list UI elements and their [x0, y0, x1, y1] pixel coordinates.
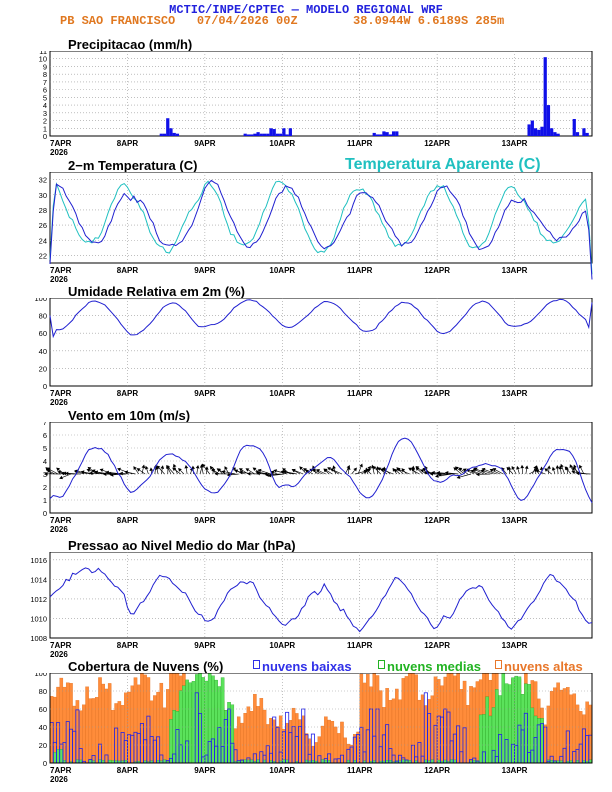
- svg-text:9APR: 9APR: [194, 516, 216, 525]
- svg-text:11APR: 11APR: [347, 139, 373, 148]
- svg-text:13APR: 13APR: [502, 139, 528, 148]
- svg-text:20: 20: [39, 364, 47, 373]
- svg-text:100: 100: [34, 298, 47, 303]
- svg-text:9APR: 9APR: [194, 641, 216, 650]
- svg-text:0: 0: [43, 509, 47, 518]
- svg-text:9APR: 9APR: [194, 266, 216, 275]
- svg-text:2026: 2026: [50, 275, 68, 284]
- svg-text:8APR: 8APR: [117, 266, 139, 275]
- svg-text:11: 11: [39, 51, 47, 56]
- svg-text:11APR: 11APR: [347, 516, 373, 525]
- svg-text:2: 2: [43, 483, 47, 492]
- svg-text:10APR: 10APR: [269, 266, 295, 275]
- svg-text:2026: 2026: [50, 525, 68, 534]
- svg-text:7APR: 7APR: [50, 139, 72, 148]
- svg-text:2: 2: [43, 117, 47, 126]
- svg-text:12APR: 12APR: [424, 266, 450, 275]
- svg-text:60: 60: [39, 329, 47, 338]
- svg-text:7: 7: [43, 78, 47, 87]
- svg-text:8APR: 8APR: [117, 139, 139, 148]
- svg-text:12APR: 12APR: [424, 516, 450, 525]
- svg-text:7APR: 7APR: [50, 766, 72, 775]
- svg-text:8APR: 8APR: [117, 641, 139, 650]
- svg-text:13APR: 13APR: [502, 516, 528, 525]
- svg-text:4: 4: [43, 457, 47, 466]
- svg-text:2026: 2026: [50, 650, 68, 659]
- svg-text:9APR: 9APR: [194, 766, 216, 775]
- svg-text:1: 1: [43, 124, 47, 133]
- svg-text:40: 40: [39, 347, 47, 356]
- svg-text:28: 28: [39, 206, 47, 215]
- svg-text:6: 6: [43, 431, 47, 440]
- svg-text:7APR: 7APR: [50, 266, 72, 275]
- svg-text:12APR: 12APR: [424, 766, 450, 775]
- svg-text:6: 6: [43, 86, 47, 95]
- svg-text:5: 5: [43, 93, 47, 102]
- svg-text:1012: 1012: [30, 595, 47, 604]
- svg-text:10APR: 10APR: [269, 389, 295, 398]
- svg-text:5: 5: [43, 444, 47, 453]
- svg-text:20: 20: [39, 741, 47, 750]
- svg-text:9APR: 9APR: [194, 139, 216, 148]
- svg-text:30: 30: [39, 191, 47, 200]
- svg-text:12APR: 12APR: [424, 139, 450, 148]
- svg-text:4: 4: [43, 101, 47, 110]
- svg-text:7APR: 7APR: [50, 389, 72, 398]
- svg-text:13APR: 13APR: [502, 266, 528, 275]
- svg-text:0: 0: [43, 382, 47, 391]
- svg-text:22: 22: [39, 252, 47, 261]
- svg-text:1016: 1016: [30, 556, 47, 565]
- svg-text:10APR: 10APR: [269, 516, 295, 525]
- svg-text:9APR: 9APR: [194, 389, 216, 398]
- svg-text:7APR: 7APR: [50, 641, 72, 650]
- svg-text:1010: 1010: [30, 615, 47, 624]
- svg-text:80: 80: [39, 312, 47, 321]
- svg-text:0: 0: [43, 759, 47, 768]
- svg-text:10APR: 10APR: [269, 139, 295, 148]
- svg-text:10APR: 10APR: [269, 641, 295, 650]
- svg-text:8APR: 8APR: [117, 766, 139, 775]
- svg-text:60: 60: [39, 705, 47, 714]
- svg-text:8APR: 8APR: [117, 516, 139, 525]
- svg-text:11APR: 11APR: [347, 641, 373, 650]
- svg-text:0: 0: [43, 132, 47, 141]
- svg-text:11APR: 11APR: [347, 389, 373, 398]
- svg-text:2026: 2026: [50, 398, 68, 407]
- svg-text:2026: 2026: [50, 775, 68, 784]
- svg-text:8: 8: [43, 70, 47, 79]
- svg-text:80: 80: [39, 687, 47, 696]
- svg-text:13APR: 13APR: [502, 389, 528, 398]
- svg-text:1014: 1014: [30, 575, 47, 584]
- svg-text:100: 100: [34, 673, 47, 678]
- svg-text:12APR: 12APR: [424, 641, 450, 650]
- svg-text:1: 1: [43, 496, 47, 505]
- svg-text:10APR: 10APR: [269, 766, 295, 775]
- svg-text:26: 26: [39, 221, 47, 230]
- svg-text:3: 3: [43, 109, 47, 118]
- svg-text:2026: 2026: [50, 148, 68, 157]
- svg-text:32: 32: [39, 176, 47, 185]
- svg-text:11APR: 11APR: [347, 766, 373, 775]
- svg-text:7APR: 7APR: [50, 516, 72, 525]
- svg-text:13APR: 13APR: [502, 766, 528, 775]
- svg-text:11APR: 11APR: [347, 266, 373, 275]
- svg-text:7: 7: [43, 422, 47, 427]
- svg-text:40: 40: [39, 723, 47, 732]
- svg-text:13APR: 13APR: [502, 641, 528, 650]
- svg-text:10: 10: [39, 55, 47, 64]
- svg-text:1008: 1008: [30, 634, 47, 643]
- svg-text:24: 24: [39, 236, 47, 245]
- svg-text:9: 9: [43, 63, 47, 72]
- svg-text:12APR: 12APR: [424, 389, 450, 398]
- svg-text:8APR: 8APR: [117, 389, 139, 398]
